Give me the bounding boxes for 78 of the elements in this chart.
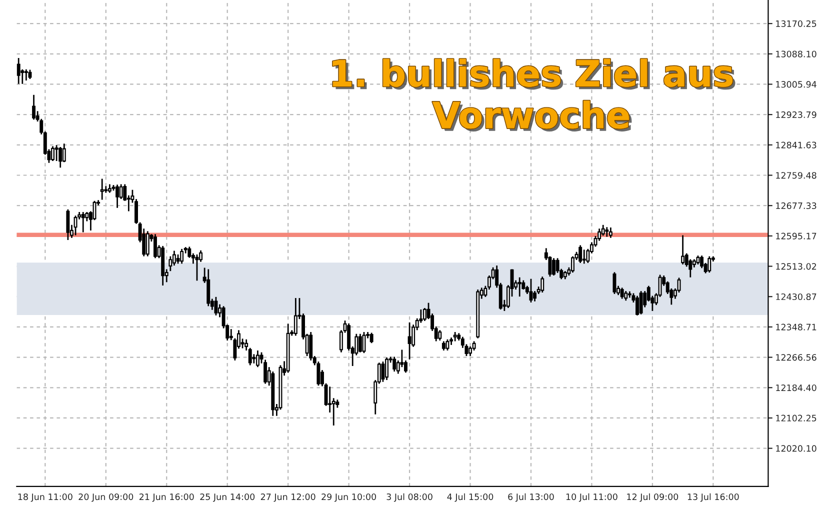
candlestick	[446, 338, 450, 352]
candlestick	[206, 268, 210, 307]
y-tick-label: 12184.40	[776, 384, 816, 392]
candlestick	[62, 142, 66, 163]
candlestick	[582, 248, 586, 264]
candlestick	[309, 331, 313, 362]
y-tick-label: 12595.17	[776, 232, 816, 240]
candlestick	[100, 178, 104, 200]
candlestick	[66, 208, 70, 241]
candlestick	[16, 57, 20, 85]
candlestick	[442, 340, 446, 352]
candlestick	[605, 226, 609, 238]
x-tick-label: 18 Jun 11:00	[18, 493, 72, 502]
x-tick-label: 13 Jul 16:00	[688, 493, 739, 502]
candlestick	[214, 296, 218, 316]
candlestick	[571, 256, 574, 274]
y-tick-label: 13170.25	[776, 20, 816, 27]
candlestick	[81, 211, 85, 233]
candlestick	[681, 234, 685, 266]
candlestick	[453, 331, 457, 342]
candlestick	[176, 254, 180, 264]
candlestick	[578, 244, 582, 264]
x-tick-label: 12 Jul 09:00	[627, 493, 678, 502]
candlestick	[422, 307, 426, 322]
candlestick	[624, 290, 628, 302]
candlestick	[252, 353, 256, 364]
y-tick-label: 12841.63	[776, 142, 816, 148]
x-tick-label: 4 Jul 15:00	[447, 493, 494, 502]
y-tick-label: 12513.02	[776, 263, 816, 270]
x-tick-label: 21 Jun 16:00	[139, 493, 194, 502]
candlestick	[24, 68, 28, 82]
annotation: 1. bullishes Ziel aus Vorwoche	[332, 58, 736, 132]
candlestick	[146, 230, 150, 257]
candlestick	[518, 276, 522, 298]
x-tick-label: 6 Jul 13:00	[508, 493, 554, 502]
candlestick	[636, 295, 639, 316]
candlestick	[358, 333, 362, 354]
candlestick	[540, 276, 544, 294]
y-tick-label: 12020.10	[776, 445, 816, 452]
candlestick	[32, 94, 36, 120]
candlestick	[639, 290, 643, 315]
candlestick	[552, 257, 556, 276]
candlestick	[116, 184, 120, 209]
candlestick	[385, 356, 388, 381]
candlestick	[408, 322, 412, 360]
y-tick-label: 12677.33	[776, 202, 816, 210]
y-tick-label: 13005.94	[776, 81, 816, 88]
x-tick-label: 25 Jun 14:00	[200, 493, 255, 502]
y-tick-label: 12266.56	[776, 354, 816, 361]
candlestick	[51, 146, 54, 162]
y-tick-label: 13088.10	[776, 50, 816, 58]
candlestick	[180, 248, 184, 264]
candlestick	[154, 233, 157, 259]
candlestick	[392, 356, 396, 372]
x-tick-label: 10 Jul 11:00	[566, 493, 618, 502]
y-tick-label: 12923.79	[776, 111, 816, 118]
y-tick-label: 12102.25	[776, 414, 816, 422]
y-tick-label: 12348.71	[776, 324, 816, 330]
x-tick-label: 3 Jul 08:00	[386, 493, 432, 502]
candlestick	[381, 360, 385, 383]
candlestick	[400, 349, 404, 368]
candlestick	[370, 332, 374, 344]
candlestick	[294, 297, 298, 336]
candlestick	[620, 287, 624, 300]
y-tick-label: 12430.87	[776, 293, 816, 300]
candlestick	[256, 350, 260, 368]
candlestick	[529, 278, 533, 304]
candlestick	[708, 256, 712, 274]
candlestick	[608, 226, 612, 239]
candlestick	[438, 329, 442, 342]
y-tick-label: 12759.48	[776, 172, 816, 179]
candlestick	[58, 146, 62, 168]
x-tick-label: 27 Jun 12:00	[260, 493, 316, 502]
candlestick	[240, 338, 244, 349]
x-tick-label: 29 Jun 10:00	[322, 493, 376, 502]
candlestick	[74, 214, 78, 236]
x-tick-label: 20 Jun 09:00	[78, 493, 134, 502]
candlestick	[533, 290, 537, 302]
